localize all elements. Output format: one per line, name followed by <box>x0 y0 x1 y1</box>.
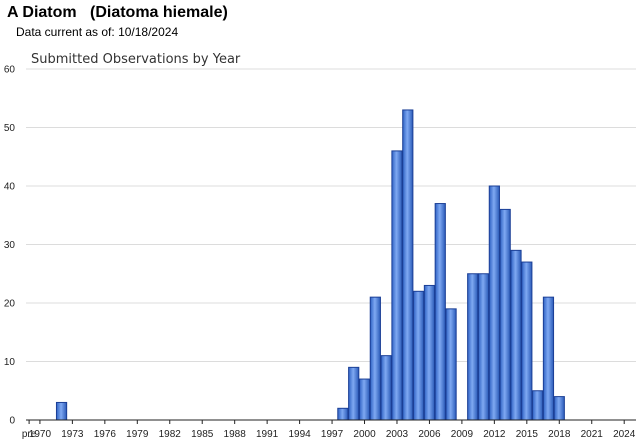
y-tick-label: 40 <box>4 182 16 193</box>
x-tick-label: 2012 <box>483 429 506 440</box>
y-tick-label: 0 <box>9 416 15 427</box>
bar-2014 <box>510 249 522 421</box>
x-tick-label: 2024 <box>613 429 636 440</box>
x-tick-label: 2015 <box>516 429 539 440</box>
bar-2012 <box>488 185 500 421</box>
bar-2013 <box>499 208 511 421</box>
data-current-note: Data current as of: 10/18/2024 <box>16 25 178 39</box>
y-tick-label: 10 <box>4 357 16 368</box>
x-tick-label: 2018 <box>548 429 571 440</box>
x-tick-label: 1976 <box>94 429 117 440</box>
bar-2018 <box>553 396 565 421</box>
bar-2001 <box>369 296 381 421</box>
bars <box>55 109 565 421</box>
bar-2002 <box>380 355 392 421</box>
x-tick-label: 1994 <box>288 429 311 440</box>
bar-2004 <box>402 109 414 421</box>
x-tick-label: 1985 <box>191 429 214 440</box>
data-current-label: Data current as of: <box>16 25 115 39</box>
data-current-date: 10/18/2024 <box>118 25 179 39</box>
x-tick-label: 2006 <box>418 429 441 440</box>
bar-2008 <box>445 308 457 421</box>
x-tick-label: 2003 <box>386 429 409 440</box>
bar-2000 <box>358 378 371 421</box>
x-tick-label: 2021 <box>581 429 604 440</box>
y-tick-label: 20 <box>4 299 16 310</box>
y-axis-ticks: 0 10 20 30 40 50 60 <box>4 65 16 427</box>
bar-2003 <box>391 150 403 421</box>
species-scientific-name: (Diatoma hiemale) <box>89 4 228 21</box>
bar-2010 <box>467 273 479 421</box>
y-tick-label: 60 <box>4 65 16 76</box>
bar-2017 <box>542 296 555 421</box>
bar-1998 <box>337 407 349 421</box>
bar-2011 <box>477 273 490 421</box>
x-tick-label: 1970 <box>29 429 52 440</box>
x-tick-label: 1991 <box>256 429 279 440</box>
chart-title: Submitted Observations by Year <box>31 52 241 67</box>
species-common-name: A Diatom <box>7 4 77 21</box>
x-tick-label: 1997 <box>321 429 344 440</box>
bar-2005 <box>413 290 425 421</box>
x-tick-label: 2000 <box>353 429 376 440</box>
bar-2016 <box>532 390 544 421</box>
x-tick-label: 1988 <box>224 429 247 440</box>
bar-2007 <box>434 203 446 421</box>
page-title: A Diatom (Diatoma hiemale) <box>7 4 228 22</box>
bar-2006 <box>423 284 436 421</box>
y-tick-label: 30 <box>4 240 16 251</box>
x-tick-label: 1982 <box>159 429 182 440</box>
y-tick-label: 50 <box>4 123 16 134</box>
x-tick-label: 1973 <box>61 429 84 440</box>
x-tick-label: pre <box>22 429 37 440</box>
x-tick-label: 1979 <box>126 429 149 440</box>
bar-1999 <box>348 366 360 421</box>
x-tick-label: 2009 <box>451 429 474 440</box>
bar-1972 <box>55 401 68 421</box>
grid-lines <box>26 68 636 362</box>
bar-2015 <box>521 261 533 421</box>
